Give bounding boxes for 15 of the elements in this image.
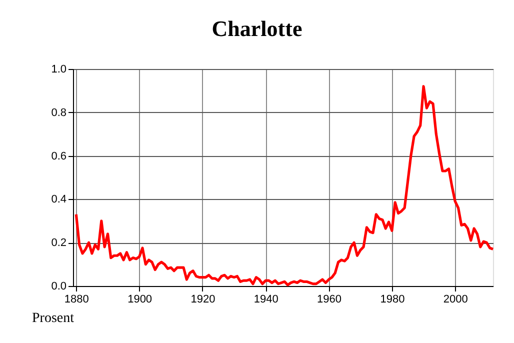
x-tick-label: 2000 xyxy=(443,294,468,306)
y-tick-label: 0.6 xyxy=(51,150,66,162)
x-tick-label: 1920 xyxy=(190,294,216,306)
y-tick-label: 0.8 xyxy=(51,106,66,119)
text: Prosent xyxy=(32,311,74,326)
y-tick-label: 0.2 xyxy=(51,237,66,250)
x-tick-label: 1980 xyxy=(380,294,405,306)
y-tick-label: 1.0 xyxy=(51,64,66,76)
x-tick-label: 1940 xyxy=(254,294,278,306)
x-tick-label: 1880 xyxy=(64,294,89,306)
y-tick-label: 0.4 xyxy=(51,194,66,206)
chart-title: Charlotte xyxy=(212,16,302,41)
x-tick-label: 1900 xyxy=(128,294,152,306)
y-tick-label: 0.0 xyxy=(51,280,66,292)
x-tick-label: 1960 xyxy=(317,294,342,306)
